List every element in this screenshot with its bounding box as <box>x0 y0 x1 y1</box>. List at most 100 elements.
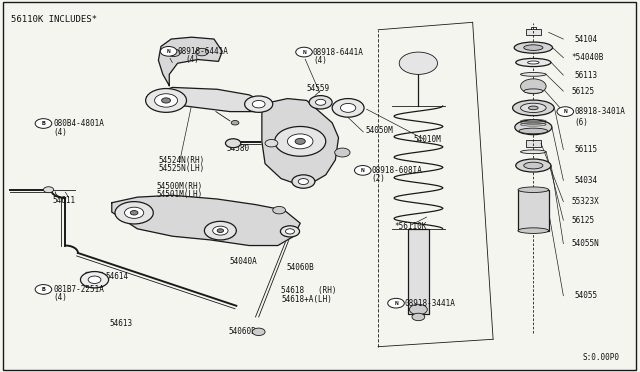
Polygon shape <box>112 195 300 246</box>
Circle shape <box>280 226 300 237</box>
Ellipse shape <box>518 228 548 234</box>
Circle shape <box>212 226 228 235</box>
Text: 08918-3401A: 08918-3401A <box>575 107 626 116</box>
Circle shape <box>285 229 294 234</box>
Text: 08918-6441A: 08918-6441A <box>313 48 364 57</box>
Text: (4): (4) <box>313 56 327 65</box>
Circle shape <box>35 285 52 294</box>
Text: 55323X: 55323X <box>572 197 600 206</box>
Text: 54040A: 54040A <box>230 257 258 266</box>
Circle shape <box>35 119 52 128</box>
Text: 54060B: 54060B <box>286 263 314 272</box>
Text: 56113: 56113 <box>575 71 598 80</box>
Text: *56110K: *56110K <box>395 222 427 231</box>
Text: 54501M(LH): 54501M(LH) <box>157 190 203 199</box>
Ellipse shape <box>527 61 539 64</box>
Circle shape <box>81 272 109 288</box>
Circle shape <box>115 202 154 224</box>
Text: 54060B: 54060B <box>228 327 257 336</box>
Text: 54613: 54613 <box>110 319 133 328</box>
Circle shape <box>292 175 315 188</box>
Text: N: N <box>302 49 306 55</box>
Circle shape <box>161 98 170 103</box>
Text: 54525N(LH): 54525N(LH) <box>159 164 205 173</box>
Circle shape <box>335 148 350 157</box>
Circle shape <box>340 103 356 112</box>
Circle shape <box>287 134 313 149</box>
Text: (4): (4) <box>185 55 199 64</box>
Text: 54580: 54580 <box>227 144 250 153</box>
Circle shape <box>298 179 308 185</box>
Circle shape <box>252 100 265 108</box>
Bar <box>525 29 541 35</box>
Polygon shape <box>82 272 108 287</box>
Ellipse shape <box>515 120 552 135</box>
Text: 56115: 56115 <box>575 145 598 154</box>
Text: N: N <box>167 49 170 54</box>
Ellipse shape <box>513 100 554 116</box>
Text: *: * <box>388 299 393 308</box>
Ellipse shape <box>524 162 543 169</box>
Ellipse shape <box>529 106 538 110</box>
Text: 54010M: 54010M <box>414 135 442 144</box>
Text: 080B4-4801A: 080B4-4801A <box>54 119 104 128</box>
Circle shape <box>204 221 236 240</box>
Ellipse shape <box>524 89 543 93</box>
Text: 54104: 54104 <box>575 35 598 44</box>
Circle shape <box>316 99 326 105</box>
Text: 08918-6441A: 08918-6441A <box>177 47 228 56</box>
Polygon shape <box>147 87 268 112</box>
Circle shape <box>244 96 273 112</box>
Text: *54040B: *54040B <box>572 53 604 62</box>
Text: 54618+A(LH): 54618+A(LH) <box>281 295 332 304</box>
Text: 54034: 54034 <box>575 176 598 185</box>
Circle shape <box>412 313 425 321</box>
Text: (2): (2) <box>372 174 386 183</box>
Circle shape <box>44 187 54 193</box>
Text: N: N <box>563 109 567 114</box>
Ellipse shape <box>518 187 548 193</box>
Circle shape <box>275 126 326 156</box>
Text: (4): (4) <box>54 128 68 137</box>
Text: (6): (6) <box>575 118 589 126</box>
Circle shape <box>332 99 364 117</box>
Text: 54055N: 54055N <box>572 239 600 248</box>
Text: 54500M(RH): 54500M(RH) <box>157 182 203 191</box>
Ellipse shape <box>514 42 552 53</box>
Circle shape <box>399 52 438 74</box>
Ellipse shape <box>520 73 546 76</box>
Circle shape <box>225 139 241 148</box>
Circle shape <box>88 276 101 283</box>
Text: 54050M: 54050M <box>365 126 393 135</box>
Circle shape <box>388 298 404 308</box>
Circle shape <box>296 47 312 57</box>
Circle shape <box>355 166 371 175</box>
Ellipse shape <box>520 103 546 112</box>
Text: 54524N(RH): 54524N(RH) <box>159 156 205 165</box>
Circle shape <box>273 206 285 214</box>
Bar <box>408 229 429 314</box>
Text: N: N <box>361 168 365 173</box>
Circle shape <box>155 94 177 107</box>
Circle shape <box>125 207 144 218</box>
Text: N: N <box>394 301 398 306</box>
Circle shape <box>160 46 177 56</box>
Ellipse shape <box>516 159 551 172</box>
Text: 56125: 56125 <box>572 216 595 225</box>
Circle shape <box>520 79 546 94</box>
Text: 54559: 54559 <box>307 84 330 93</box>
Circle shape <box>167 49 180 57</box>
Text: (4): (4) <box>54 293 68 302</box>
Circle shape <box>557 107 573 116</box>
Text: 081B7-2251A: 081B7-2251A <box>54 285 104 294</box>
Text: 08918-3441A: 08918-3441A <box>405 299 456 308</box>
Ellipse shape <box>519 128 548 134</box>
Circle shape <box>265 140 278 147</box>
Circle shape <box>217 229 223 232</box>
Circle shape <box>146 89 186 112</box>
Text: 08918-608IA: 08918-608IA <box>372 166 422 175</box>
Circle shape <box>195 48 208 56</box>
Circle shape <box>131 211 138 215</box>
Text: 54618   (RH): 54618 (RH) <box>281 286 337 295</box>
Text: 56110K INCLUDES*: 56110K INCLUDES* <box>12 15 97 24</box>
